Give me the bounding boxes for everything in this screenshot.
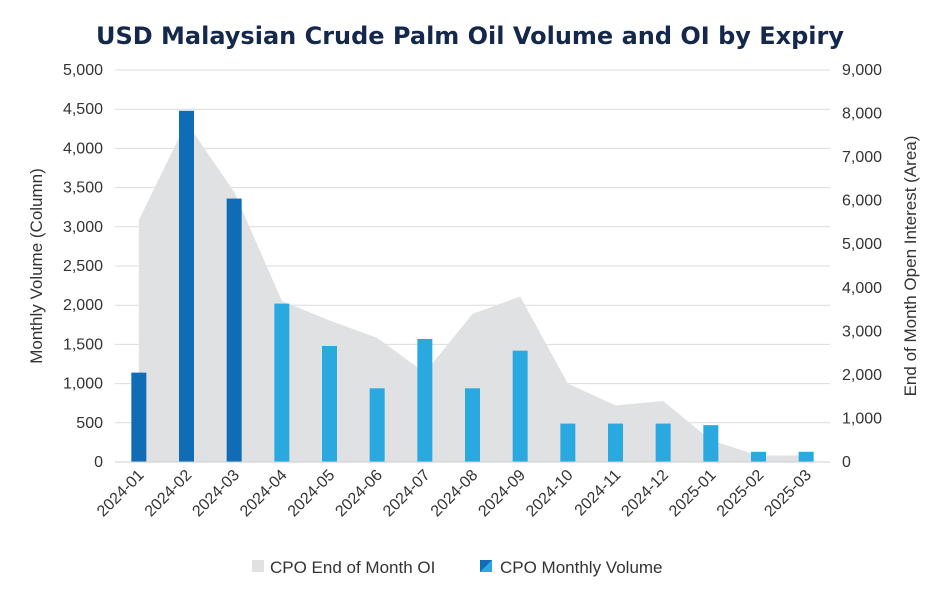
volume-bar-2024-09 (512, 350, 528, 462)
left-tick-label: 1,000 (63, 376, 103, 393)
right-tick-label: 3,000 (842, 323, 882, 340)
x-tick-label: 2024-06 (332, 467, 386, 521)
right-axis: 0 1,000 2,000 3,000 4,000 5,000 6,000 7,000 8,00… (842, 62, 882, 471)
left-tick-label: 3,500 (63, 180, 103, 197)
volume-bar-2025-02 (751, 451, 766, 462)
x-tick-label: 2024-05 (285, 467, 339, 521)
left-tick-label: 5,000 (63, 62, 103, 79)
right-tick-label: 0 (842, 454, 851, 471)
volume-bar-2024-02 (179, 110, 194, 462)
left-tick-label: 2,000 (63, 297, 103, 314)
volume-bar-2024-12 (655, 423, 671, 462)
right-tick-label: 2,000 (842, 367, 882, 384)
oi-area (138, 122, 807, 463)
volume-bar-2024-08 (465, 388, 480, 462)
right-tick-label: 9,000 (842, 62, 882, 79)
x-axis: 2024-012024-022024-032024-042024-052024-… (94, 461, 830, 521)
volume-bar-2024-06 (369, 388, 385, 462)
x-tick-label: 2024-09 (475, 467, 529, 521)
legend-swatch-volume-accent (480, 560, 492, 572)
x-tick-label: 2024-01 (94, 467, 148, 521)
left-axis: 0 500 1,000 1,500 2,000 2,500 3,000 3,500 4,000 4… (63, 62, 103, 471)
volume-bar-2024-10 (560, 423, 576, 462)
left-tick-label: 2,500 (63, 258, 103, 275)
x-tick-label: 2025-03 (761, 467, 815, 521)
x-tick-label: 2024-04 (237, 467, 291, 521)
oi-area-series (138, 122, 807, 463)
left-axis-title: Monthly Volume (Column) (27, 168, 46, 364)
right-tick-label: 4,000 (842, 280, 882, 297)
x-tick-label: 2024-10 (523, 467, 577, 521)
legend-label-volume: CPO Monthly Volume (500, 558, 663, 577)
right-tick-label: 6,000 (842, 193, 882, 210)
x-tick-label: 2024-07 (380, 467, 434, 521)
left-tick-label: 4,500 (63, 101, 103, 118)
x-tick-label: 2025-02 (714, 467, 768, 521)
volume-bar-2024-01 (131, 372, 147, 462)
right-axis-title: End of Month Open Interest (Area) (901, 136, 920, 397)
volume-bar-series (131, 110, 814, 463)
volume-bar-2025-01 (703, 425, 719, 462)
x-tick-label: 2024-02 (142, 467, 196, 521)
legend: CPO End of Month OI CPO Monthly Volume (252, 558, 663, 577)
left-tick-label: 4,000 (63, 140, 103, 157)
right-tick-label: 7,000 (842, 149, 882, 166)
chart-title: USD Malaysian Crude Palm Oil Volume and … (96, 22, 844, 50)
left-tick-label: 0 (94, 454, 103, 471)
left-tick-label: 500 (76, 415, 103, 432)
volume-bar-2024-03 (226, 198, 242, 463)
legend-swatch-oi (252, 560, 264, 572)
x-tick-label: 2024-08 (428, 467, 482, 521)
left-tick-label: 1,500 (63, 336, 103, 353)
volume-bar-2025-03 (798, 451, 814, 462)
x-tick-label: 2025-01 (666, 467, 720, 521)
x-tick-label: 2024-11 (572, 467, 625, 520)
x-tick-label: 2024-12 (618, 467, 672, 521)
right-tick-label: 5,000 (842, 236, 882, 253)
left-tick-label: 3,000 (63, 219, 103, 236)
volume-bar-2024-05 (322, 345, 337, 462)
right-tick-label: 1,000 (842, 410, 882, 427)
right-tick-label: 8,000 (842, 106, 882, 123)
volume-bar-2024-04 (274, 303, 290, 462)
volume-bar-2024-11 (608, 423, 623, 462)
x-tick-label: 2024-03 (189, 467, 243, 521)
legend-label-oi: CPO End of Month OI (270, 558, 435, 577)
volume-bar-2024-07 (417, 338, 433, 462)
